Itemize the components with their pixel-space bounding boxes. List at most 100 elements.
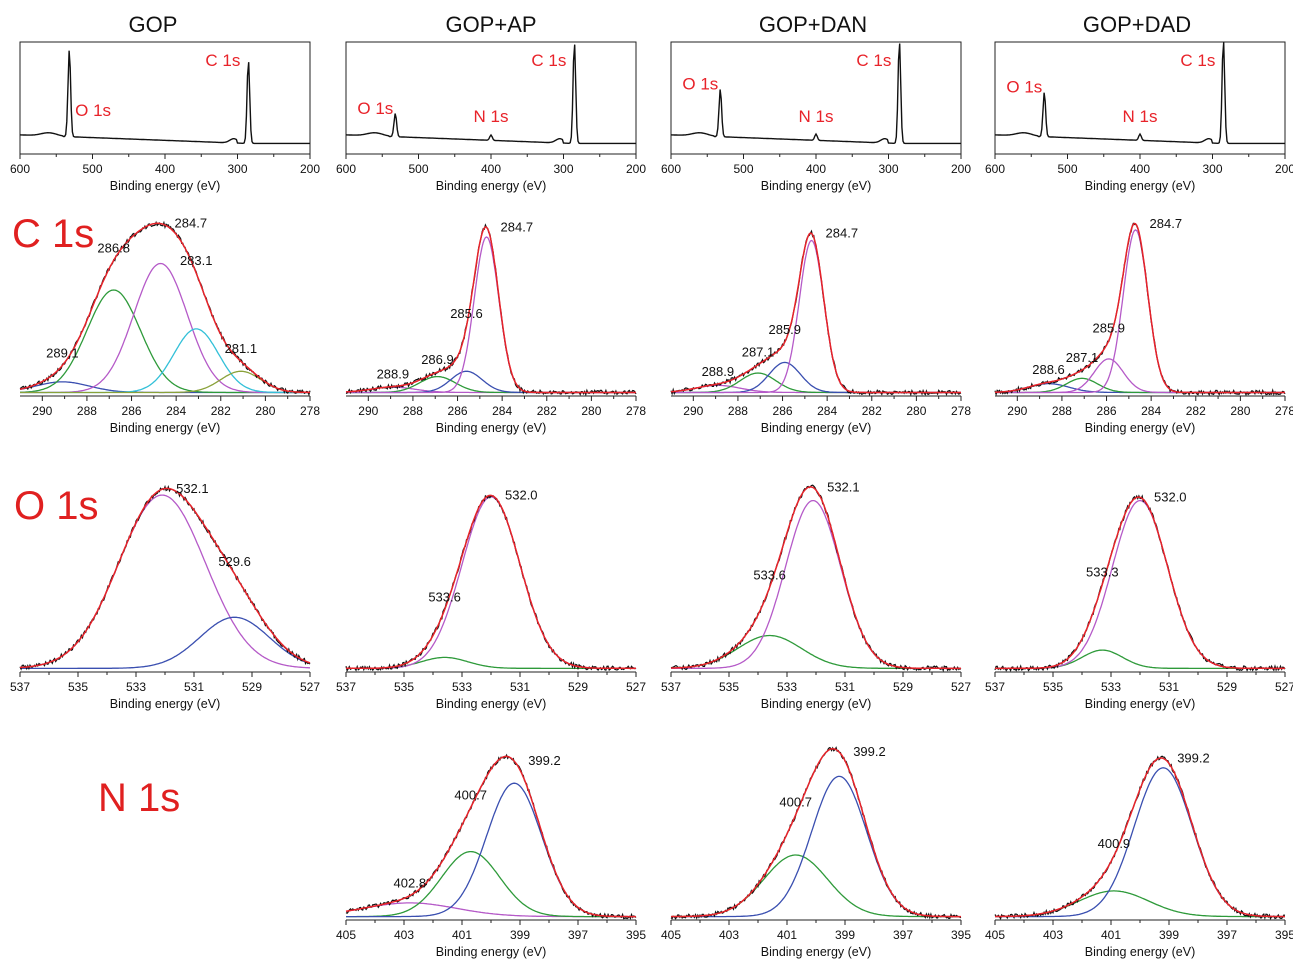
x-tick-label-survey-gop-ap: 200 [626, 162, 646, 176]
component-curve-c-1s-gop [20, 262, 310, 394]
component-curve-o-1s-gop-dan [671, 499, 961, 670]
column-title-gop: GOP [128, 12, 178, 37]
x-tick-label-c-1s-gop-ap: 290 [358, 404, 378, 418]
x-tick-label-o-1s-gop-ap: 529 [568, 680, 588, 694]
x-tick-label-c-1s-gop-ap: 284 [492, 404, 512, 418]
x-tick-label-survey-gop-dan: 200 [951, 162, 971, 176]
x-tick-label-c-1s-gop-dad: 284 [1141, 404, 1161, 418]
fit-envelope-c-1s-gop-dad [995, 222, 1285, 394]
peak-label-c-1s-gop: 281.1 [225, 341, 258, 356]
fit-envelope-o-1s-gop-ap [345, 494, 636, 670]
x-tick-label-survey-gop: 200 [300, 162, 320, 176]
x-tick-label-survey-gop-dad: 500 [1057, 162, 1077, 176]
column-title-gop-ap: GOP+AP [445, 12, 537, 37]
survey-line-survey-gop-dan [670, 43, 961, 145]
x-tick-label-n-1s-gop-ap: 395 [626, 928, 646, 942]
x-tick-label-o-1s-gop: 531 [184, 680, 204, 694]
x-tick-label-c-1s-gop-ap: 288 [403, 404, 423, 418]
x-tick-label-o-1s-gop-dad: 527 [1275, 680, 1293, 694]
row-label-c1s: C 1s [12, 212, 95, 256]
x-tick-label-c-1s-gop-dan: 278 [951, 404, 971, 418]
x-tick-label-o-1s-gop: 527 [300, 680, 320, 694]
component-curve-n-1s-gop-dan [670, 854, 961, 918]
x-tick-label-c-1s-gop-dad: 290 [1007, 404, 1027, 418]
x-axis-label-survey-gop-ap: Binding energy (eV) [436, 179, 546, 193]
peak-label-o-1s-gop-ap: 532.0 [505, 487, 538, 502]
x-tick-label-o-1s-gop-dad: 533 [1101, 680, 1121, 694]
peak-label-c-1s-gop-dan: 288.9 [702, 364, 735, 379]
peak-label-c-1s-gop: 284.7 [175, 216, 208, 231]
x-tick-label-survey-gop-ap: 600 [336, 162, 356, 176]
component-curve-o-1s-gop-dad [995, 649, 1285, 670]
x-tick-label-survey-gop-dad: 600 [985, 162, 1005, 176]
fit-envelope-o-1s-gop-dad [995, 496, 1285, 670]
peak-annotation-survey-gop-dan: O 1s [682, 74, 718, 93]
peak-label-o-1s-gop-dad: 533.3 [1086, 564, 1119, 579]
x-axis-label-survey-gop-dad: Binding energy (eV) [1085, 179, 1195, 193]
peak-annotation-survey-gop-dan: C 1s [856, 51, 891, 70]
fit-envelope-n-1s-gop-dan [670, 748, 961, 918]
x-tick-label-survey-gop-dad: 400 [1130, 162, 1150, 176]
x-tick-label-c-1s-gop-dan: 282 [862, 404, 882, 418]
x-tick-label-c-1s-gop-dad: 280 [1230, 404, 1250, 418]
x-axis-label-o-1s-gop-dan: Binding energy (eV) [761, 697, 871, 711]
component-curve-n-1s-gop-ap [346, 850, 636, 918]
fit-envelope-n-1s-gop-dad [995, 757, 1285, 918]
x-tick-label-survey-gop-ap: 500 [408, 162, 428, 176]
x-tick-label-o-1s-gop-ap: 537 [336, 680, 356, 694]
row-label-n1s: N 1s [98, 776, 181, 820]
x-tick-label-c-1s-gop-dad: 288 [1052, 404, 1072, 418]
x-tick-label-n-1s-gop-dad: 395 [1275, 928, 1293, 942]
peak-label-c-1s-gop-dad: 284.7 [1150, 216, 1183, 231]
x-tick-label-survey-gop-dan: 400 [806, 162, 826, 176]
x-axis-label-o-1s-gop-ap: Binding energy (eV) [436, 697, 546, 711]
x-tick-label-n-1s-gop-dan: 397 [893, 928, 913, 942]
component-curve-o-1s-gop [20, 616, 311, 670]
x-tick-label-o-1s-gop: 535 [68, 680, 88, 694]
x-tick-label-n-1s-gop-dan: 399 [835, 928, 855, 942]
x-tick-label-o-1s-gop: 533 [126, 680, 146, 694]
x-tick-label-survey-gop: 500 [82, 162, 102, 176]
x-tick-label-o-1s-gop-dan: 537 [661, 680, 681, 694]
x-tick-label-c-1s-gop: 280 [255, 404, 275, 418]
peak-label-o-1s-gop-dan: 532.1 [827, 480, 860, 495]
x-tick-label-survey-gop: 300 [227, 162, 247, 176]
x-tick-label-c-1s-gop-dan: 284 [817, 404, 837, 418]
peak-annotation-survey-gop-dad: N 1s [1123, 107, 1158, 126]
peak-annotation-survey-gop-dad: O 1s [1006, 78, 1042, 97]
x-tick-label-c-1s-gop: 278 [300, 404, 320, 418]
x-tick-label-n-1s-gop-ap: 401 [452, 928, 472, 942]
x-tick-label-o-1s-gop-dad: 529 [1217, 680, 1237, 694]
x-tick-label-c-1s-gop-dan: 290 [683, 404, 703, 418]
x-tick-label-n-1s-gop-ap: 399 [510, 928, 530, 942]
x-tick-label-o-1s-gop-ap: 535 [394, 680, 414, 694]
fit-envelope-c-1s-gop [19, 222, 310, 394]
x-tick-label-o-1s-gop-dan: 531 [835, 680, 855, 694]
x-tick-label-c-1s-gop: 290 [32, 404, 52, 418]
x-tick-label-c-1s-gop-dad: 278 [1275, 404, 1293, 418]
survey-line-survey-gop-dad [994, 42, 1285, 145]
x-tick-label-n-1s-gop-dan: 403 [719, 928, 739, 942]
x-tick-label-n-1s-gop-dad: 397 [1217, 928, 1237, 942]
raw-spectrum-n-1s-gop-dan [670, 746, 962, 920]
x-tick-label-survey-gop-ap: 400 [481, 162, 501, 176]
peak-label-c-1s-gop-dad: 285.9 [1092, 320, 1125, 335]
peak-label-c-1s-gop: 286.8 [97, 240, 130, 255]
x-tick-label-n-1s-gop-dad: 405 [985, 928, 1005, 942]
x-tick-label-survey-gop-dad: 200 [1275, 162, 1293, 176]
component-curve-c-1s-gop [20, 370, 310, 394]
x-axis-label-survey-gop-dan: Binding energy (eV) [761, 179, 871, 193]
x-tick-label-c-1s-gop: 282 [211, 404, 231, 418]
peak-label-n-1s-gop-ap: 400.7 [454, 787, 487, 802]
x-tick-label-n-1s-gop-dan: 395 [951, 928, 971, 942]
x-axis-label-n-1s-gop-dan: Binding energy (eV) [761, 945, 871, 959]
x-tick-label-o-1s-gop: 537 [10, 680, 30, 694]
x-tick-label-o-1s-gop-dan: 533 [777, 680, 797, 694]
raw-spectrum-o-1s-gop [19, 484, 311, 671]
survey-line-survey-gop-ap [345, 44, 636, 145]
x-tick-label-c-1s-gop-dan: 280 [906, 404, 926, 418]
x-tick-label-n-1s-gop-ap: 397 [568, 928, 588, 942]
fit-envelope-c-1s-gop-ap [345, 226, 636, 394]
x-tick-label-o-1s-gop-dan: 529 [893, 680, 913, 694]
